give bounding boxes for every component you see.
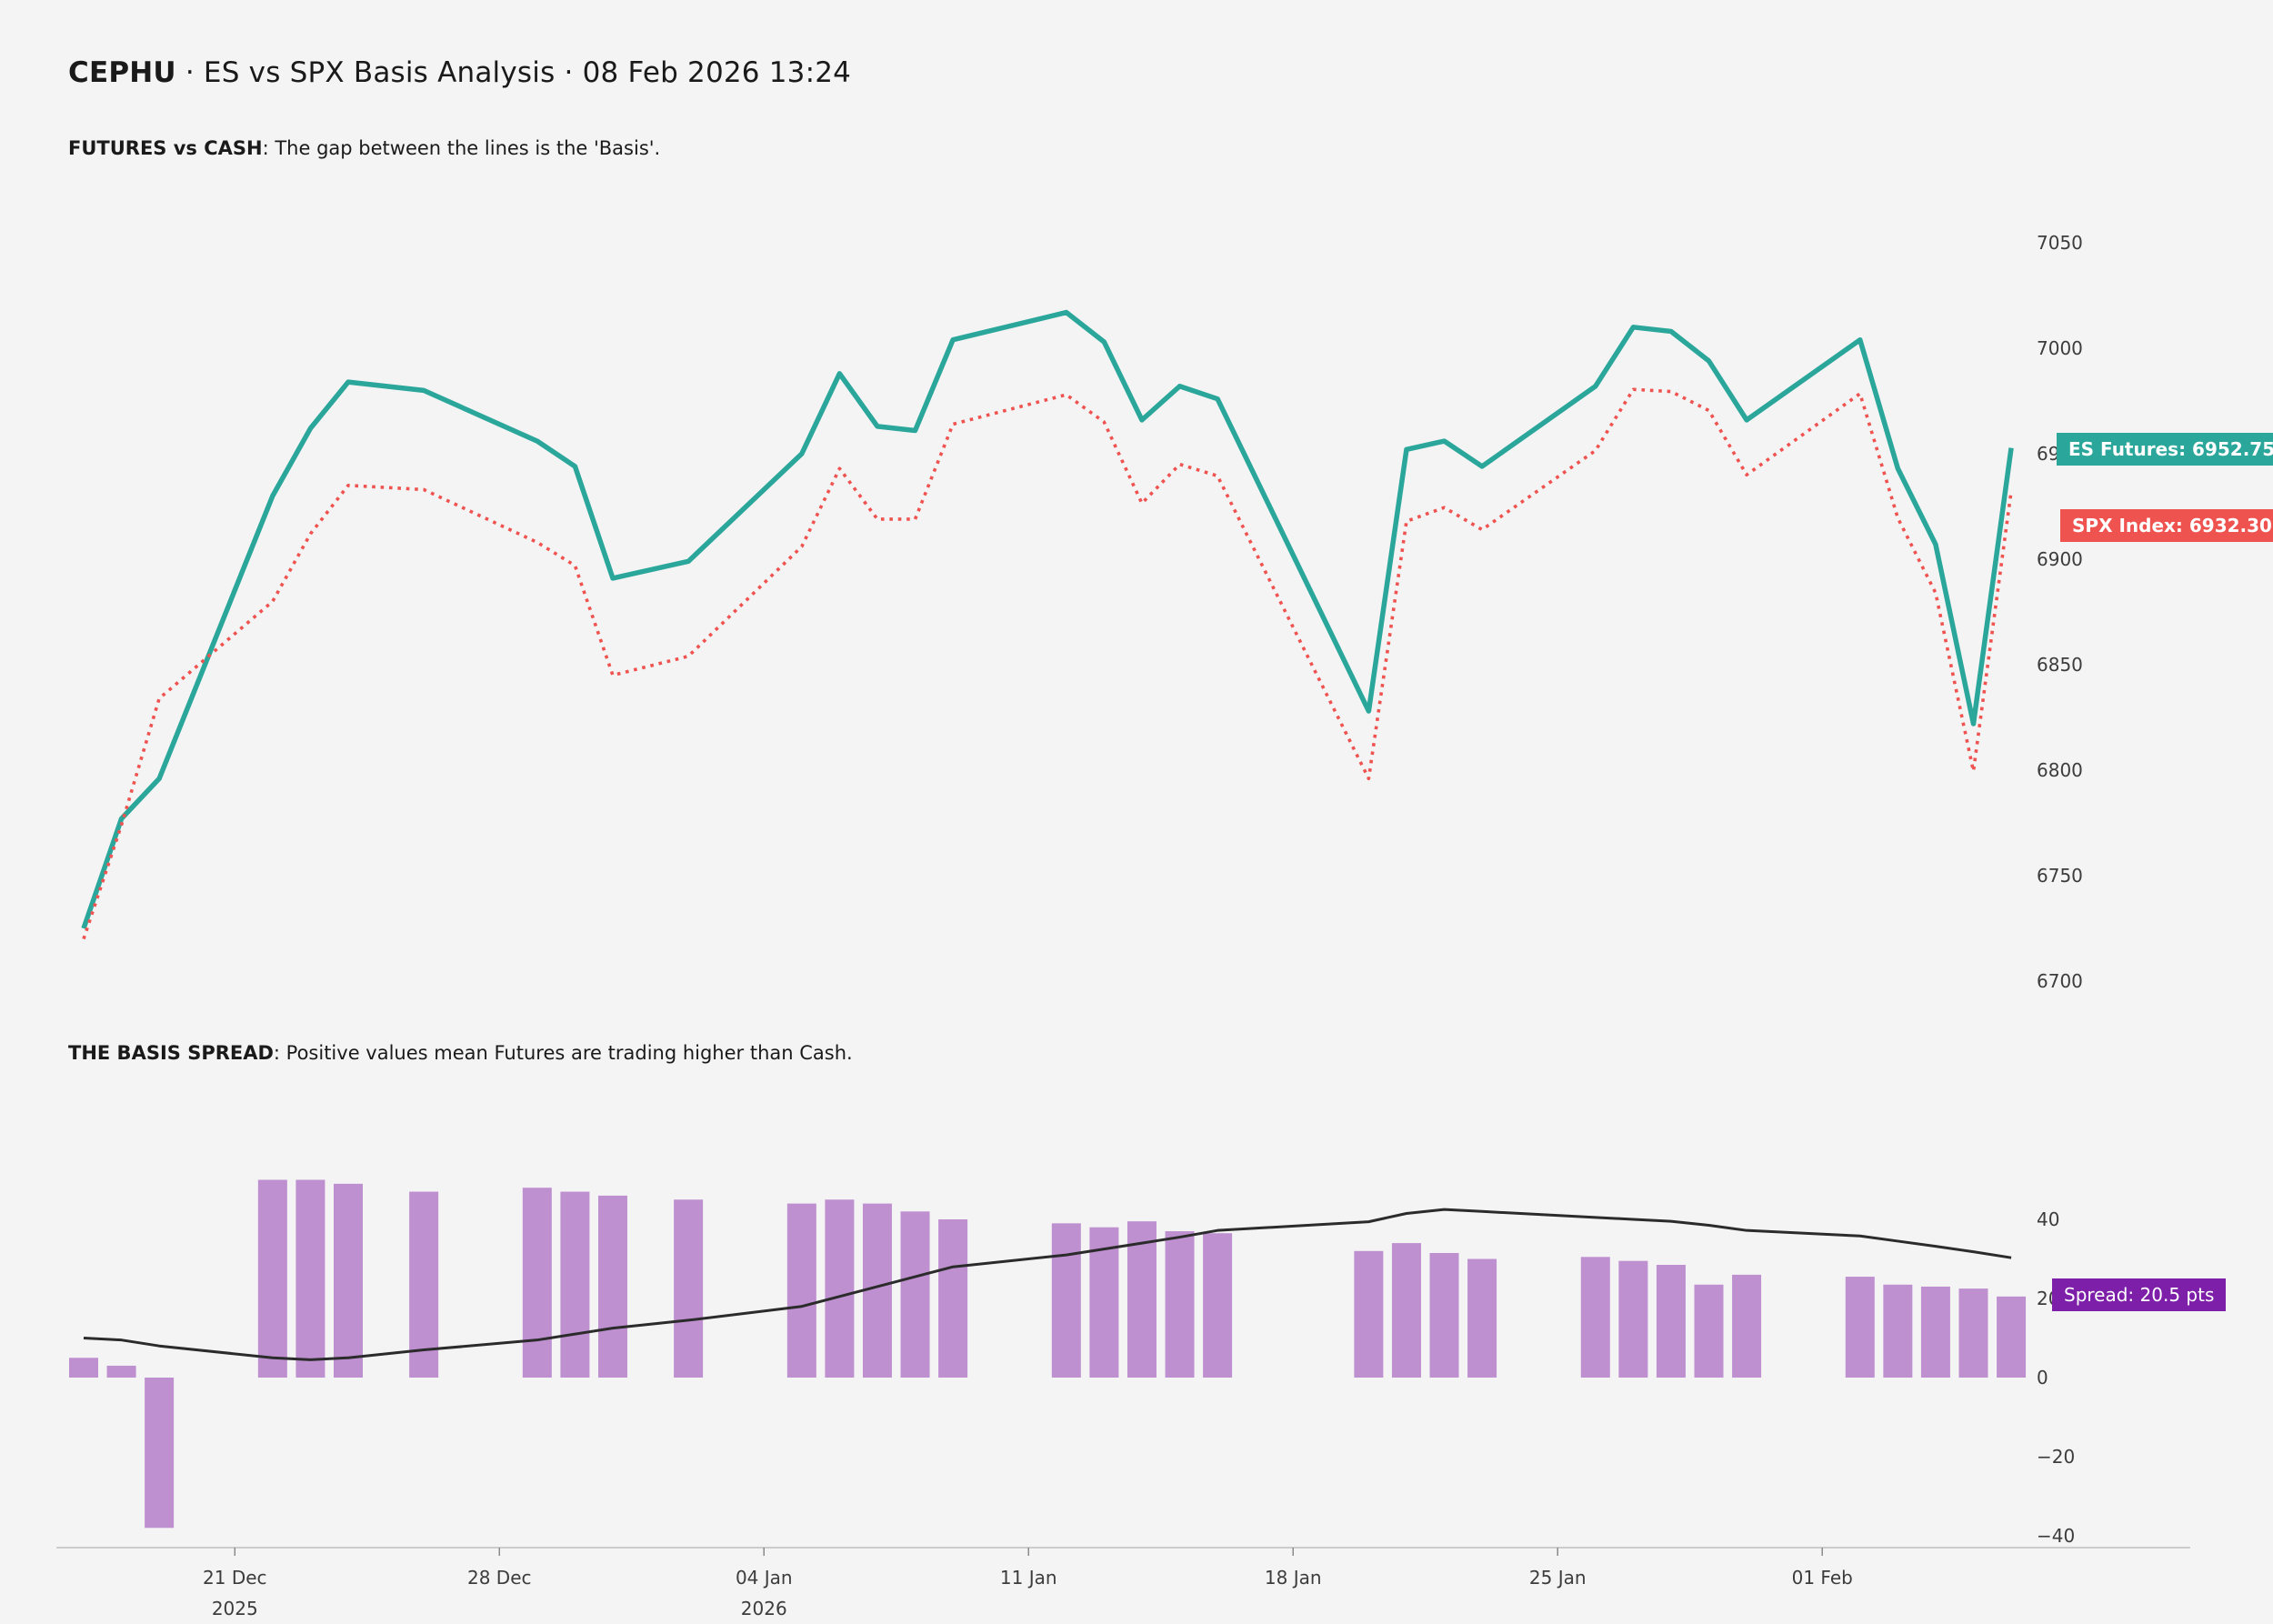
axis-tick-label: 6800	[2037, 759, 2083, 781]
axis-tick-label: 2026	[741, 1598, 787, 1619]
futures-chart-y-axis: 70507000695069006850680067506700	[2037, 232, 2083, 992]
spread-bar	[522, 1188, 552, 1378]
x-axis: 21 Dec 2025 28 Dec 04 Jan 2026 11 Jan 18 Jan 25…	[56, 1547, 2190, 1619]
axis-tick-label: 04 Jan	[736, 1567, 793, 1589]
spread-bar	[1618, 1260, 1648, 1378]
spread-bar	[1354, 1250, 1384, 1378]
axis-tick-label: −40	[2037, 1525, 2075, 1547]
axis-tick-label: 6700	[2037, 970, 2083, 992]
es-futures-line	[81, 309, 2014, 929]
spread-bar	[409, 1191, 439, 1378]
axis-tick-label: −20	[2037, 1446, 2075, 1468]
spread-bar	[938, 1219, 968, 1378]
spread-bar	[1883, 1284, 1913, 1378]
spread-bar	[1126, 1221, 1157, 1378]
spread-bar	[145, 1378, 175, 1529]
spread-bar	[1391, 1243, 1421, 1378]
axis-tick-label: 6850	[2037, 654, 2083, 676]
spread-bar	[295, 1179, 325, 1378]
spread-bar	[597, 1195, 627, 1378]
spread-bar	[786, 1203, 816, 1378]
spread-bar	[69, 1358, 98, 1378]
spread-bar	[1997, 1296, 2027, 1378]
axis-tick-label: 7050	[2037, 232, 2083, 254]
spread-bar	[1656, 1265, 1686, 1378]
page-title: CEPHU · ES vs SPX Basis Analysis · 08 Fe…	[68, 56, 851, 89]
ticker-symbol: CEPHU	[68, 56, 176, 89]
futures-panel-subtitle: FUTURES vs CASH: The gap between the lin…	[68, 137, 661, 159]
spx-index-value-label: SPX Index: 6932.30	[2060, 509, 2273, 542]
spread-value-label: Spread: 20.5 pts	[2052, 1278, 2227, 1311]
axis-tick-label: 6900	[2037, 548, 2083, 570]
spread-bar	[1203, 1233, 1233, 1378]
axis-tick-label: 21 Dec	[203, 1567, 267, 1589]
axis-tick-label: 2025	[212, 1598, 258, 1619]
spx-index-line	[82, 387, 2013, 940]
spread-bar	[674, 1199, 704, 1378]
futures-vs-cash-chart	[81, 309, 2014, 940]
spread-bar	[1089, 1227, 1119, 1378]
spread-bar	[333, 1183, 363, 1378]
spread-bar	[862, 1203, 892, 1378]
axis-tick-label: 18 Jan	[1265, 1567, 1322, 1589]
spread-bar	[1580, 1257, 1610, 1378]
es-futures-value-label: ES Futures: 6952.75	[2057, 433, 2273, 466]
spread-ma-line	[83, 1208, 2012, 1361]
spread-bar	[1920, 1286, 1950, 1378]
axis-tick-label: 40	[2037, 1208, 2059, 1230]
spread-bar	[900, 1211, 930, 1378]
spread-bar	[825, 1199, 855, 1378]
spread-bar	[1732, 1274, 1762, 1378]
spread-bar	[1429, 1252, 1459, 1378]
title-text: · ES vs SPX Basis Analysis · 08 Feb 2026…	[175, 56, 852, 89]
basis-spread-bars	[69, 1179, 2027, 1529]
futures-panel-subtitle-bold: FUTURES vs CASH	[68, 137, 263, 159]
spread-bar	[1467, 1258, 1497, 1378]
axis-tick-label: 01 Feb	[1792, 1567, 1853, 1589]
axis-tick-label: 28 Dec	[467, 1567, 532, 1589]
axis-tick-label: 11 Jan	[1000, 1567, 1057, 1589]
axis-tick-label: 6750	[2037, 865, 2083, 887]
spread-bar	[1958, 1288, 1988, 1378]
basis-panel-subtitle: THE BASIS SPREAD: Positive values mean F…	[68, 1042, 853, 1064]
axis-tick-label: 0	[2037, 1367, 2048, 1388]
basis-panel-subtitle-bold: THE BASIS SPREAD	[68, 1042, 274, 1064]
axis-tick-label: 7000	[2037, 337, 2083, 359]
spread-bar	[106, 1365, 136, 1378]
spread-bar	[560, 1191, 590, 1378]
spread-bar	[1051, 1223, 1081, 1378]
axis-tick-label: 25 Jan	[1529, 1567, 1587, 1589]
spread-bar	[1165, 1231, 1195, 1378]
spread-bar	[257, 1179, 287, 1378]
spread-bar	[1694, 1284, 1724, 1378]
spread-bar	[1845, 1277, 1875, 1378]
